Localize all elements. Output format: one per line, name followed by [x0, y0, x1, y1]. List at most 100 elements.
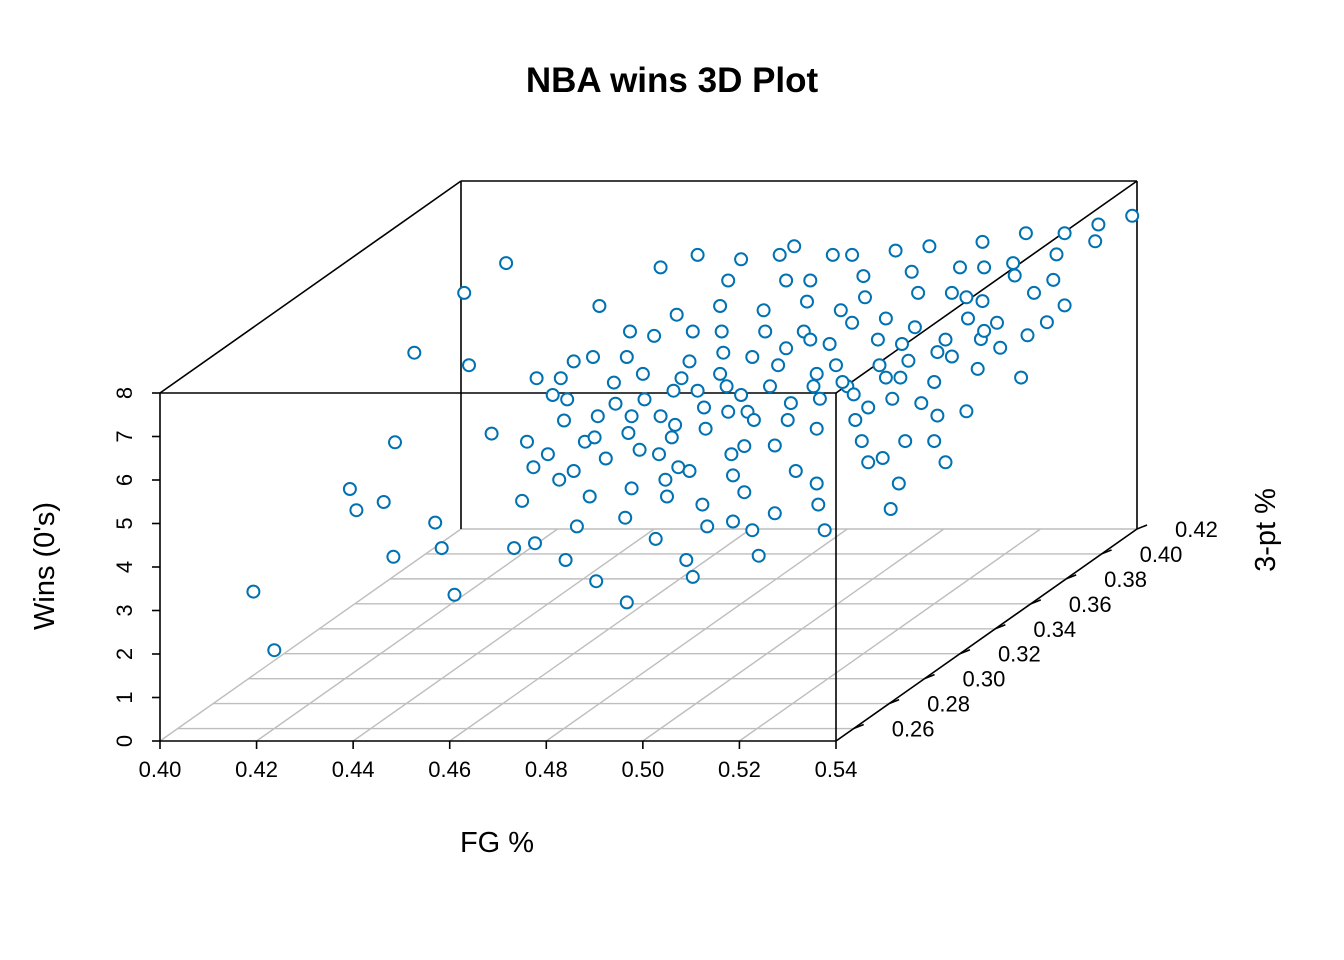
z-tick-label: 1 — [112, 691, 137, 703]
data-point — [861, 455, 876, 470]
data-point — [745, 523, 760, 538]
data-point — [714, 324, 729, 339]
data-point — [724, 447, 739, 462]
y-tick-label: 0.28 — [927, 692, 970, 717]
z-tick-label: 3 — [112, 604, 137, 616]
data-point — [930, 345, 945, 360]
data-point — [624, 481, 639, 496]
data-point — [927, 434, 942, 449]
data-point — [698, 421, 713, 436]
data-point — [647, 328, 662, 343]
axis-ticks: 0.40 0.42 0.44 0.46 0.48 0.50 0.52 0.5401234567… — [112, 387, 1218, 782]
data-point — [829, 358, 843, 373]
data-point — [1039, 315, 1054, 330]
x-tick-label: 0.52 — [718, 757, 761, 782]
data-point — [872, 358, 887, 373]
data-point — [553, 371, 568, 386]
z-tick-label: 8 — [112, 387, 137, 399]
data-point — [938, 332, 953, 347]
y-tick-label: 0.42 — [1175, 517, 1218, 542]
data-point — [434, 541, 449, 556]
data-point — [507, 541, 522, 556]
y-tick-label: 0.34 — [1033, 617, 1076, 642]
data-point — [803, 273, 818, 288]
data-point — [623, 324, 637, 339]
data-point — [737, 439, 752, 454]
data-point — [914, 396, 929, 411]
data-point — [520, 434, 534, 449]
data-point — [825, 247, 840, 262]
y-tick — [888, 698, 900, 705]
data-point — [726, 468, 740, 483]
data-point — [499, 256, 514, 271]
data-point — [484, 426, 499, 441]
data-point — [845, 247, 860, 262]
data-point — [653, 409, 668, 424]
data-point — [812, 391, 827, 406]
data-point — [388, 435, 402, 450]
data-point — [878, 311, 893, 326]
grid-line-x — [449, 528, 752, 742]
data-point — [447, 587, 462, 602]
data-point — [376, 495, 391, 509]
data-point — [569, 519, 584, 534]
data-point — [961, 311, 975, 326]
data-point — [944, 349, 959, 364]
data-point — [734, 388, 749, 402]
data-point — [552, 472, 567, 487]
x-tick-label: 0.42 — [235, 757, 278, 782]
y-tick-label: 0.32 — [998, 642, 1041, 667]
data-point — [545, 388, 560, 402]
data-point — [719, 379, 734, 394]
data-point — [619, 350, 634, 364]
data-point — [767, 438, 782, 453]
data-point — [990, 315, 1004, 330]
data-point — [1007, 268, 1022, 283]
data-point — [685, 324, 700, 339]
data-point — [635, 366, 650, 381]
data-point — [668, 417, 683, 432]
grid-line-x — [545, 528, 848, 742]
data-point — [745, 350, 760, 364]
data-point — [632, 442, 647, 457]
data-point — [515, 493, 530, 508]
data-point — [590, 409, 605, 424]
y-tick-label: 0.30 — [963, 667, 1006, 692]
data-point — [653, 260, 668, 275]
plot-box — [159, 180, 1138, 742]
x-tick-label: 0.48 — [525, 757, 568, 782]
data-point — [848, 413, 863, 427]
z-tick-label: 7 — [112, 430, 137, 442]
data-point — [953, 260, 967, 275]
data-point — [809, 421, 824, 436]
data-point — [624, 409, 639, 424]
chart-title: NBA wins 3D Plot — [526, 61, 819, 100]
y-tick-label: 0.40 — [1140, 542, 1183, 567]
data-point — [938, 455, 953, 470]
data-point — [822, 337, 837, 351]
data-point — [845, 315, 860, 330]
data-point — [679, 553, 694, 567]
data-point — [621, 426, 636, 440]
data-point — [788, 464, 803, 478]
data-point — [898, 434, 913, 449]
x-tick-label: 0.54 — [815, 757, 858, 782]
data-point — [1049, 247, 1064, 262]
data-point — [587, 430, 602, 445]
grid-line-x — [256, 528, 558, 742]
data-point — [846, 387, 861, 402]
data-point — [652, 447, 666, 462]
box-edge — [159, 180, 462, 394]
data-point — [959, 290, 974, 305]
data-point — [895, 337, 909, 351]
data-point — [660, 489, 674, 504]
x-tick-label: 0.46 — [428, 757, 471, 782]
data-point — [716, 345, 731, 360]
data-point — [566, 464, 581, 478]
data-point — [674, 371, 689, 386]
z-axis-title: Wins (0's) — [29, 502, 61, 630]
data-point — [977, 260, 992, 275]
x-tick-label: 0.44 — [332, 757, 375, 782]
data-point — [1027, 285, 1041, 300]
data-point — [779, 273, 794, 288]
